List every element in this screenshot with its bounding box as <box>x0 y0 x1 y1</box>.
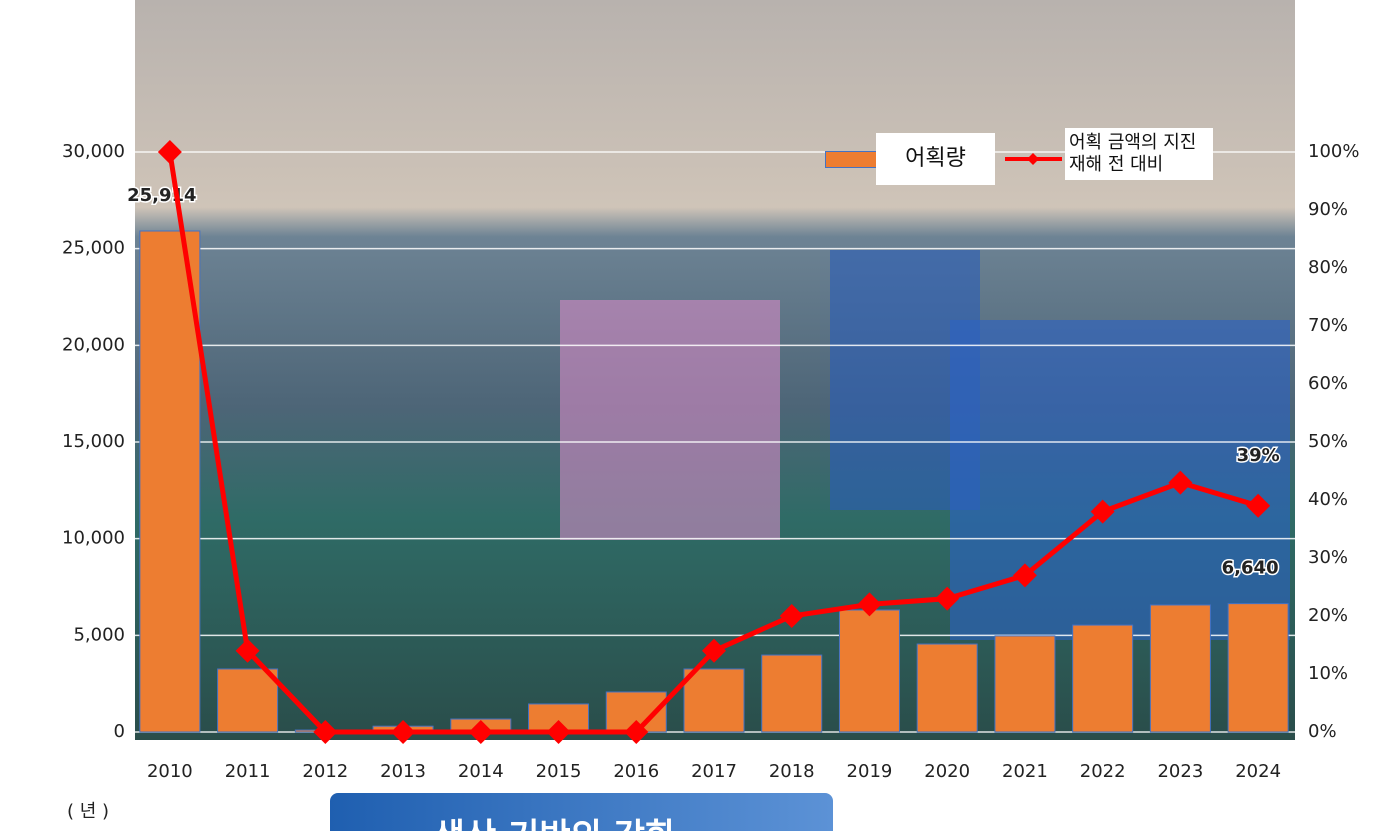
y-tick-label: 10,000 <box>62 528 125 549</box>
bar <box>218 669 278 732</box>
y-tick-label: 20,000 <box>62 334 125 355</box>
bar <box>1150 605 1210 732</box>
y-tick-label: 30,000 <box>62 141 125 162</box>
x-tick-label: 2013 <box>380 761 426 782</box>
page: {"chart_data": {"type": "bar-line", "x_l… <box>0 0 1395 831</box>
x-tick-label: 2024 <box>1235 761 1281 782</box>
x-tick-label: 2014 <box>458 761 504 782</box>
y2-tick-label: 10% <box>1308 663 1348 684</box>
y-tick-label: 15,000 <box>62 431 125 452</box>
x-tick-label: 2016 <box>613 761 659 782</box>
x-tick-label: 2019 <box>847 761 893 782</box>
x-tick-label: 2011 <box>225 761 271 782</box>
bar <box>762 655 822 732</box>
y2-tick-label: 100% <box>1308 141 1359 162</box>
y-tick-label: 25,000 <box>62 238 125 259</box>
banner-text: 생산 기반의 강화 <box>434 817 677 831</box>
x-tick-label: 2022 <box>1080 761 1126 782</box>
chart: 생산 기반의 강화 ( 년 ) 0 5,000 10,000 15,000 20,000… <box>0 0 1395 831</box>
y2-tick-label: 40% <box>1308 489 1348 510</box>
x-tick-label: 2018 <box>769 761 815 782</box>
bar <box>839 610 899 732</box>
legend-label: 어획량 <box>876 133 995 185</box>
y2-tick-label: 60% <box>1308 373 1348 394</box>
y-tick-label: 0 <box>114 721 125 742</box>
photo-figure <box>560 300 780 540</box>
bar <box>917 644 977 732</box>
value-label: 25,914 <box>127 185 196 206</box>
y-tick-label: 5,000 <box>73 624 125 645</box>
legend: 어획량 <box>825 133 995 185</box>
legend-label: 어획 금액의 지진 재해 전 대비 <box>1065 128 1213 180</box>
value-label: 39% <box>1237 445 1280 466</box>
x-tick-label: 2023 <box>1157 761 1203 782</box>
x-tick-label: 2015 <box>536 761 582 782</box>
bar <box>1228 604 1288 732</box>
x-tick-label: 2020 <box>924 761 970 782</box>
x-axis-label: ( 년 ) <box>67 801 109 822</box>
y2-tick-label: 90% <box>1308 199 1348 220</box>
y2-tick-label: 50% <box>1308 431 1348 452</box>
value-label: 6,640 <box>1222 558 1279 579</box>
y2-tick-label: 0% <box>1308 721 1337 742</box>
photo-figure <box>950 320 1290 640</box>
bar <box>995 636 1055 732</box>
bar <box>684 669 744 732</box>
y2-tick-label: 20% <box>1308 605 1348 626</box>
bar <box>1073 625 1133 732</box>
y2-tick-label: 80% <box>1308 257 1348 278</box>
y2-tick-label: 70% <box>1308 315 1348 336</box>
x-tick-label: 2012 <box>302 761 348 782</box>
y2-tick-label: 30% <box>1308 547 1348 568</box>
legend-swatch <box>825 151 877 168</box>
x-tick-label: 2017 <box>691 761 737 782</box>
x-tick-label: 2021 <box>1002 761 1048 782</box>
x-tick-label: 2010 <box>147 761 193 782</box>
bar <box>140 231 200 732</box>
